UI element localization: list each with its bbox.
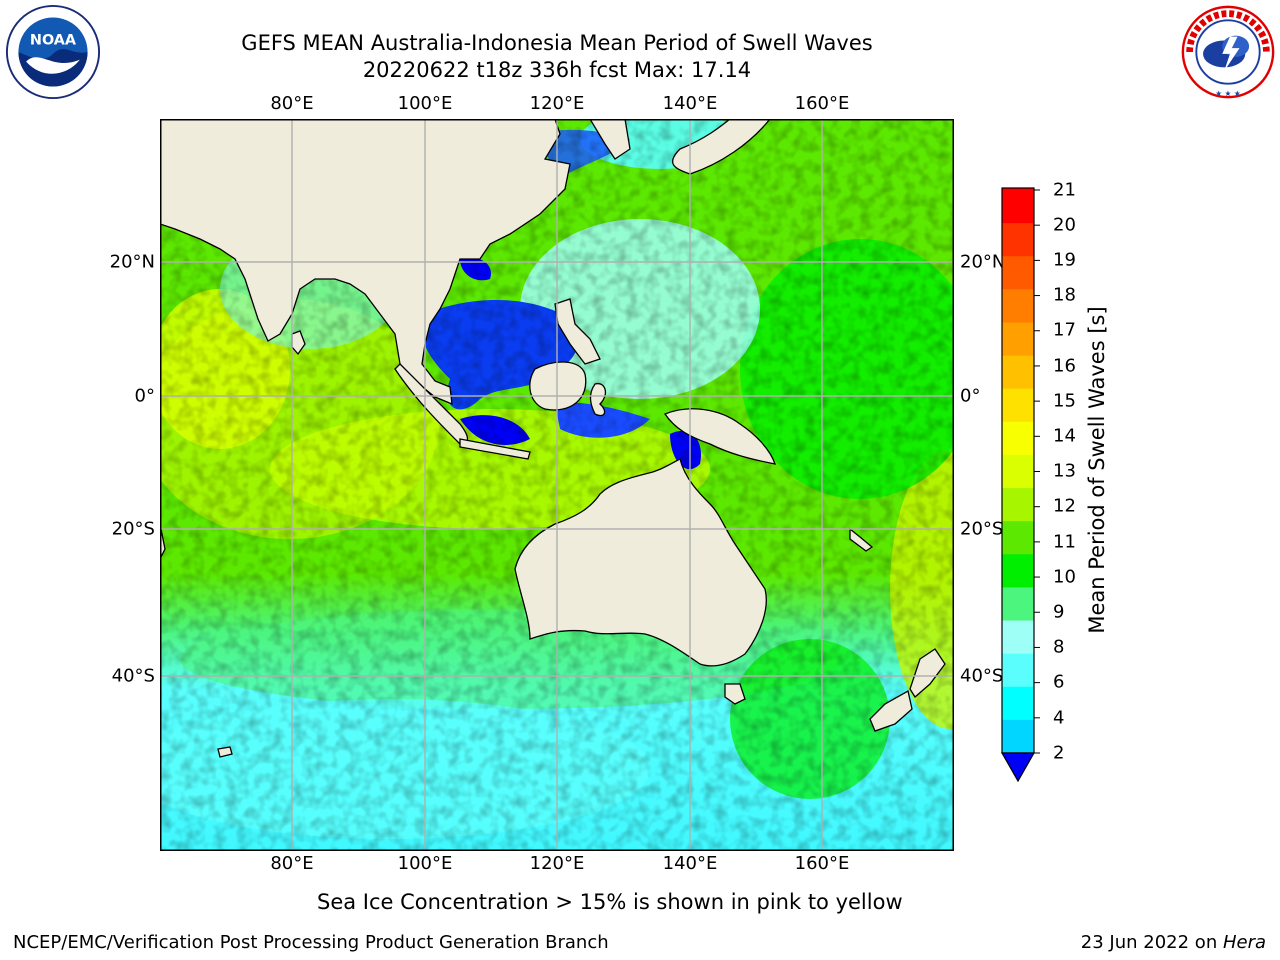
colorbar-segment bbox=[1002, 388, 1034, 423]
colorbar-segment bbox=[1002, 620, 1034, 655]
colorbar-tick: 12 bbox=[1053, 495, 1076, 517]
lat-label-left: 0° bbox=[134, 385, 155, 407]
footer-machine: Hera bbox=[1222, 932, 1266, 953]
lat-label-right: 40°S bbox=[960, 665, 1004, 687]
colorbar-tick: 8 bbox=[1053, 636, 1065, 658]
lat-label-left: 20°N bbox=[109, 251, 155, 273]
lon-label-bottom: 160°E bbox=[794, 853, 850, 874]
colorbar-tick: 6 bbox=[1053, 671, 1065, 693]
lon-label-top: 100°E bbox=[397, 93, 453, 114]
colorbar-segment bbox=[1002, 190, 1034, 224]
lat-label-left: 20°S bbox=[111, 518, 155, 540]
chart-title: GEFS MEAN Australia-Indonesia Mean Perio… bbox=[241, 31, 873, 55]
colorbar-extend-triangle bbox=[1000, 752, 1036, 783]
colorbar-tick: 4 bbox=[1053, 707, 1065, 729]
colorbar-segment bbox=[1002, 587, 1034, 622]
noaa-logo: NOAA bbox=[5, 4, 101, 100]
lat-label-right: 20°N bbox=[960, 251, 1006, 273]
colorbar-segment bbox=[1002, 488, 1034, 522]
colorbar-tick: 19 bbox=[1053, 249, 1076, 271]
colorbar-segment bbox=[1002, 521, 1034, 555]
colorbar-segment bbox=[1002, 554, 1034, 589]
lon-label-top: 160°E bbox=[794, 93, 850, 114]
footer-date: 23 Jun 2022 on Hera bbox=[1081, 932, 1266, 953]
nws-logo: ★ ★ ★ bbox=[1181, 5, 1275, 99]
colorbar-segment bbox=[1002, 686, 1034, 721]
colorbar-label: Mean Period of Swell Waves [s] bbox=[1085, 306, 1109, 634]
colorbar bbox=[1000, 187, 1040, 783]
colorbar-segment bbox=[1002, 454, 1034, 489]
colorbar-tick: 13 bbox=[1053, 460, 1076, 482]
colorbar-tick: 2 bbox=[1053, 742, 1065, 764]
colorbar-segment bbox=[1002, 653, 1034, 688]
colorbar-tick: 20 bbox=[1053, 214, 1076, 236]
footer-credit: NCEP/EMC/Verification Post Processing Pr… bbox=[13, 932, 609, 953]
colorbar-tick: 11 bbox=[1053, 531, 1076, 553]
noaa-logo-text: NOAA bbox=[30, 32, 77, 48]
colorbar-segment bbox=[1002, 289, 1034, 324]
colorbar-segment bbox=[1002, 355, 1034, 390]
lat-label-right: 20°S bbox=[960, 518, 1004, 540]
map-frame bbox=[160, 119, 954, 851]
lat-label-right: 0° bbox=[960, 385, 981, 407]
lon-label-bottom: 120°E bbox=[529, 853, 585, 874]
colorbar-tick: 18 bbox=[1053, 284, 1076, 306]
colorbar-tick: 10 bbox=[1053, 566, 1076, 588]
colorbar-tick: 9 bbox=[1053, 601, 1065, 623]
lat-label-left: 40°S bbox=[111, 665, 155, 687]
colorbar-segment bbox=[1002, 421, 1034, 456]
colorbar-tick: 17 bbox=[1053, 319, 1076, 341]
colorbar-segment bbox=[1002, 188, 1034, 191]
lon-label-top: 120°E bbox=[529, 93, 585, 114]
colorbar-segment bbox=[1002, 719, 1034, 754]
colorbar-segment bbox=[1002, 256, 1034, 290]
colorbar-segment bbox=[1002, 322, 1034, 357]
colorbar-tick: 21 bbox=[1053, 179, 1076, 201]
colorbar-tick: 15 bbox=[1053, 390, 1076, 412]
colorbar-segment bbox=[1002, 223, 1034, 257]
colorbar-tick: 16 bbox=[1053, 355, 1076, 377]
colorbar-tick: 14 bbox=[1053, 425, 1076, 447]
lon-label-bottom: 140°E bbox=[662, 853, 718, 874]
swell-period-map bbox=[160, 119, 954, 851]
lon-label-bottom: 100°E bbox=[397, 853, 453, 874]
lon-label-top: 140°E bbox=[662, 93, 718, 114]
graticule bbox=[160, 119, 954, 851]
sea-ice-note: Sea Ice Concentration > 15% is shown in … bbox=[317, 890, 903, 914]
lon-label-bottom: 80°E bbox=[270, 853, 314, 874]
chart-subtitle: 20220622 t18z 336h fcst Max: 17.14 bbox=[362, 58, 752, 82]
lon-label-top: 80°E bbox=[270, 93, 314, 114]
footer-date-text: 23 Jun 2022 on bbox=[1080, 932, 1223, 953]
svg-text:★ ★ ★: ★ ★ ★ bbox=[1215, 89, 1241, 98]
